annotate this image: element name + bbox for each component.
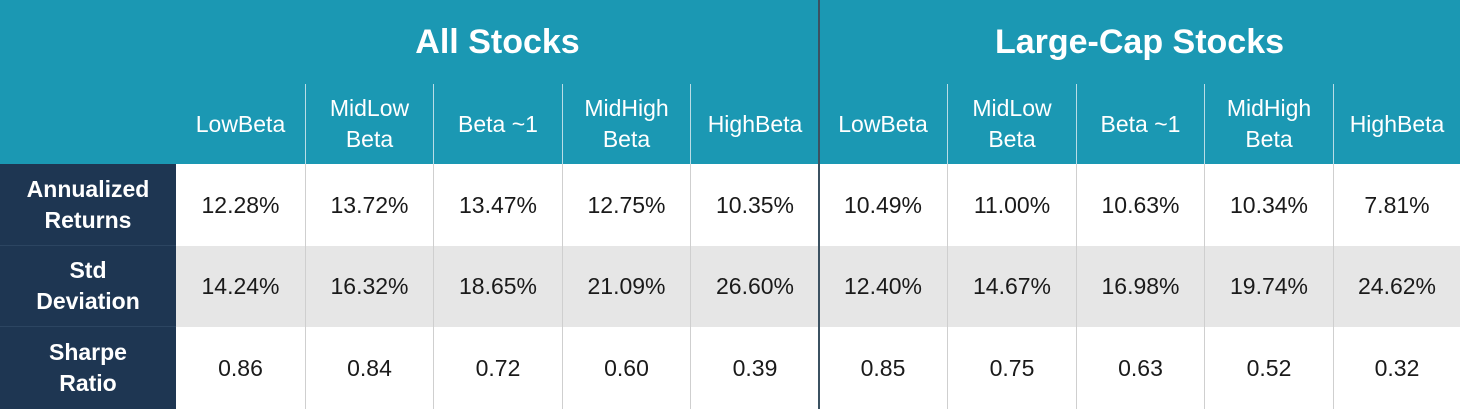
row-header-label: Annualized Returns — [27, 174, 150, 236]
column-header-label: HighBeta — [1350, 109, 1445, 140]
column-header-line2: Beta — [345, 126, 394, 152]
table-cell: 24.62% — [1333, 246, 1460, 327]
table-cell: 0.84 — [305, 327, 433, 409]
column-header-label: LowBeta — [838, 109, 928, 140]
table-cell: 16.98% — [1076, 246, 1204, 327]
table-cell: 0.32 — [1333, 327, 1460, 409]
column-header-label: HighBeta — [708, 109, 803, 140]
table-cell: 21.09% — [562, 246, 690, 327]
table-cell: 0.60 — [562, 327, 690, 409]
table-cell: 16.32% — [305, 246, 433, 327]
column-header-line1: LowBeta — [838, 110, 928, 137]
table-cell: 19.74% — [1204, 246, 1333, 327]
table-cell: 0.72 — [433, 327, 562, 409]
column-header-label: MidLow Beta — [972, 93, 1051, 155]
column-header-line1: MidLow — [329, 95, 410, 121]
table-cell: 10.49% — [819, 164, 947, 246]
table-cell: 0.86 — [176, 327, 305, 409]
group-title: Large-Cap Stocks — [819, 0, 1460, 84]
column-header: HighBeta — [1333, 84, 1460, 164]
column-header-line1: HighBeta — [707, 110, 803, 137]
column-header: MidLow Beta — [305, 84, 433, 164]
column-header-line2: Beta — [1245, 126, 1293, 152]
table-cell: 14.67% — [947, 246, 1076, 327]
column-header-label: MidLow Beta — [330, 93, 409, 155]
corner-cell — [0, 0, 176, 84]
column-header-line2: Beta — [988, 126, 1036, 152]
row-header-line1: Std — [69, 257, 107, 283]
row-header: Sharpe Ratio — [0, 327, 176, 409]
column-header-line1: MidHigh — [584, 95, 669, 121]
table-cell: 12.28% — [176, 164, 305, 246]
table-cell: 13.72% — [305, 164, 433, 246]
row-header-line2: Deviation — [36, 288, 140, 314]
row-header-label: Std Deviation — [36, 255, 140, 317]
row-header-line1: Sharpe — [49, 339, 127, 365]
column-header: HighBeta — [690, 84, 819, 164]
table-cell: 10.34% — [1204, 164, 1333, 246]
row-header-line1: Annualized — [26, 175, 150, 202]
column-header-label: LowBeta — [196, 109, 286, 140]
column-header: MidHigh Beta — [1204, 84, 1333, 164]
table-cell: 13.47% — [433, 164, 562, 246]
column-header-line1: Beta ~1 — [458, 110, 538, 137]
table-cell: 12.75% — [562, 164, 690, 246]
table-cell: 0.85 — [819, 327, 947, 409]
table-cell: 0.75 — [947, 327, 1076, 409]
row-header-line2: Ratio — [59, 370, 117, 396]
table-cell: 0.39 — [690, 327, 819, 409]
table-cell: 26.60% — [690, 246, 819, 327]
table-cell: 12.40% — [819, 246, 947, 327]
row-header-line2: Returns — [44, 206, 132, 233]
column-header-line1: HighBeta — [1349, 110, 1445, 137]
table-cell: 14.24% — [176, 246, 305, 327]
column-header-line1: LowBeta — [195, 110, 286, 137]
group-divider — [818, 0, 820, 409]
row-header: Annualized Returns — [0, 164, 176, 246]
column-header: LowBeta — [819, 84, 947, 164]
column-header-label: Beta ~1 — [1101, 109, 1181, 140]
table-cell: 0.52 — [1204, 327, 1333, 409]
column-header-label: MidHigh Beta — [1227, 93, 1311, 155]
column-header-line1: MidLow — [972, 95, 1052, 121]
column-header-label: Beta ~1 — [458, 109, 538, 140]
column-header: Beta ~1 — [1076, 84, 1204, 164]
column-header-line1: Beta ~1 — [1100, 110, 1181, 137]
table-cell: 10.63% — [1076, 164, 1204, 246]
column-header: Beta ~1 — [433, 84, 562, 164]
column-header-line1: MidHigh — [1226, 95, 1312, 121]
column-header: MidLow Beta — [947, 84, 1076, 164]
table-cell: 0.63 — [1076, 327, 1204, 409]
row-header: Std Deviation — [0, 246, 176, 327]
corner-cell — [0, 84, 176, 164]
table-cell: 10.35% — [690, 164, 819, 246]
group-title: All Stocks — [176, 0, 819, 84]
column-header: MidHigh Beta — [562, 84, 690, 164]
column-header: LowBeta — [176, 84, 305, 164]
column-header-line2: Beta — [602, 126, 651, 152]
table-cell: 7.81% — [1333, 164, 1460, 246]
column-header-label: MidHigh Beta — [584, 93, 668, 155]
row-header-label: Sharpe Ratio — [49, 337, 127, 399]
table-cell: 11.00% — [947, 164, 1076, 246]
table-cell: 18.65% — [433, 246, 562, 327]
